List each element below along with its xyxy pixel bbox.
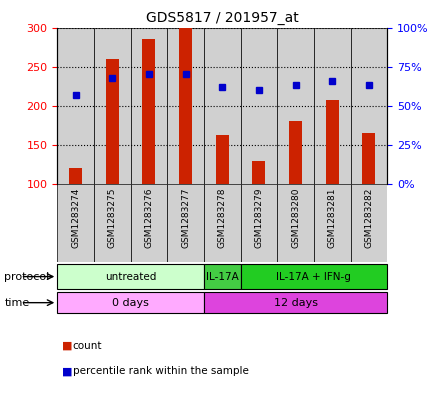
Bar xyxy=(241,28,277,184)
Text: 0 days: 0 days xyxy=(112,298,149,308)
Bar xyxy=(204,292,387,313)
Bar xyxy=(216,135,229,184)
Bar xyxy=(57,184,94,262)
Text: GSM1283277: GSM1283277 xyxy=(181,188,190,248)
Text: GSM1283279: GSM1283279 xyxy=(254,188,264,248)
Bar xyxy=(289,121,302,184)
Bar xyxy=(167,184,204,262)
Bar xyxy=(363,133,375,184)
Bar xyxy=(204,28,241,184)
Bar xyxy=(57,264,204,290)
Text: GSM1283274: GSM1283274 xyxy=(71,188,80,248)
Text: ■: ■ xyxy=(62,366,72,376)
Bar xyxy=(277,184,314,262)
Text: GSM1283276: GSM1283276 xyxy=(144,188,154,248)
Bar xyxy=(106,59,119,184)
Text: GSM1283282: GSM1283282 xyxy=(364,188,374,248)
Text: time: time xyxy=(4,298,29,308)
Bar xyxy=(167,28,204,184)
Bar xyxy=(204,184,241,262)
Text: untreated: untreated xyxy=(105,272,156,281)
Bar xyxy=(204,264,241,290)
Text: count: count xyxy=(73,341,102,351)
Text: 12 days: 12 days xyxy=(274,298,318,308)
Bar xyxy=(131,184,167,262)
Text: IL-17A: IL-17A xyxy=(206,272,238,281)
Bar xyxy=(143,39,155,184)
Bar xyxy=(69,168,82,184)
Bar xyxy=(241,264,387,290)
Bar xyxy=(326,100,339,184)
Text: GSM1283280: GSM1283280 xyxy=(291,188,300,248)
Bar xyxy=(314,184,351,262)
Text: GSM1283278: GSM1283278 xyxy=(218,188,227,248)
Bar xyxy=(131,28,167,184)
Bar xyxy=(94,28,131,184)
Text: IL-17A + IFN-g: IL-17A + IFN-g xyxy=(276,272,351,281)
Title: GDS5817 / 201957_at: GDS5817 / 201957_at xyxy=(146,11,299,25)
Bar xyxy=(241,184,277,262)
Bar xyxy=(57,292,204,313)
Bar xyxy=(94,184,131,262)
Text: protocol: protocol xyxy=(4,272,50,281)
Bar xyxy=(57,28,94,184)
Bar xyxy=(351,28,387,184)
Text: percentile rank within the sample: percentile rank within the sample xyxy=(73,366,249,376)
Bar xyxy=(351,184,387,262)
Text: GSM1283275: GSM1283275 xyxy=(108,188,117,248)
Bar xyxy=(277,28,314,184)
Bar xyxy=(253,160,265,184)
Text: ■: ■ xyxy=(62,341,72,351)
Bar xyxy=(314,28,351,184)
Text: GSM1283281: GSM1283281 xyxy=(328,188,337,248)
Bar xyxy=(179,28,192,184)
